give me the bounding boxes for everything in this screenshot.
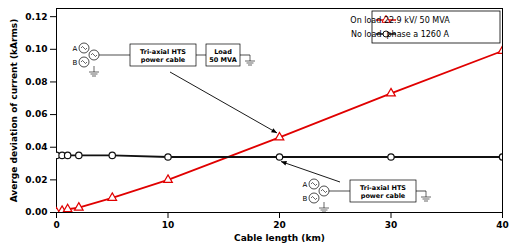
svg-text:0: 0 xyxy=(53,220,59,230)
svg-text:0.12: 0.12 xyxy=(25,12,47,22)
svg-text:30: 30 xyxy=(385,220,398,230)
svg-text:0.04: 0.04 xyxy=(25,142,47,152)
svg-text:On load 22.9 kV/ 50 MVA: On load 22.9 kV/ 50 MVA xyxy=(350,16,450,25)
svg-text:Averge deviation of current (k: Averge deviation of current (kArms) xyxy=(9,19,19,203)
svg-text:20: 20 xyxy=(273,220,286,230)
svg-text:B: B xyxy=(303,195,308,203)
svg-text:0.02: 0.02 xyxy=(25,175,47,185)
svg-text:Cable length (km): Cable length (km) xyxy=(234,233,325,243)
svg-text:No load phase a 1260 A: No load phase a 1260 A xyxy=(351,30,450,39)
svg-text:A: A xyxy=(73,45,78,53)
svg-text:0.00: 0.00 xyxy=(25,207,47,217)
svg-text:0.08: 0.08 xyxy=(25,77,47,87)
svg-text:A: A xyxy=(303,181,308,189)
svg-text:0.10: 0.10 xyxy=(25,44,47,54)
svg-text:Load50 MVA: Load50 MVA xyxy=(209,48,236,64)
svg-text:0.06: 0.06 xyxy=(25,109,47,119)
svg-text:B: B xyxy=(73,59,78,67)
svg-text:40: 40 xyxy=(496,220,509,230)
svg-text:Tri-axial HTSpower cable: Tri-axial HTSpower cable xyxy=(360,184,406,200)
svg-text:Tri-axial HTSpower cable: Tri-axial HTSpower cable xyxy=(140,48,186,64)
svg-text:10: 10 xyxy=(162,220,175,230)
